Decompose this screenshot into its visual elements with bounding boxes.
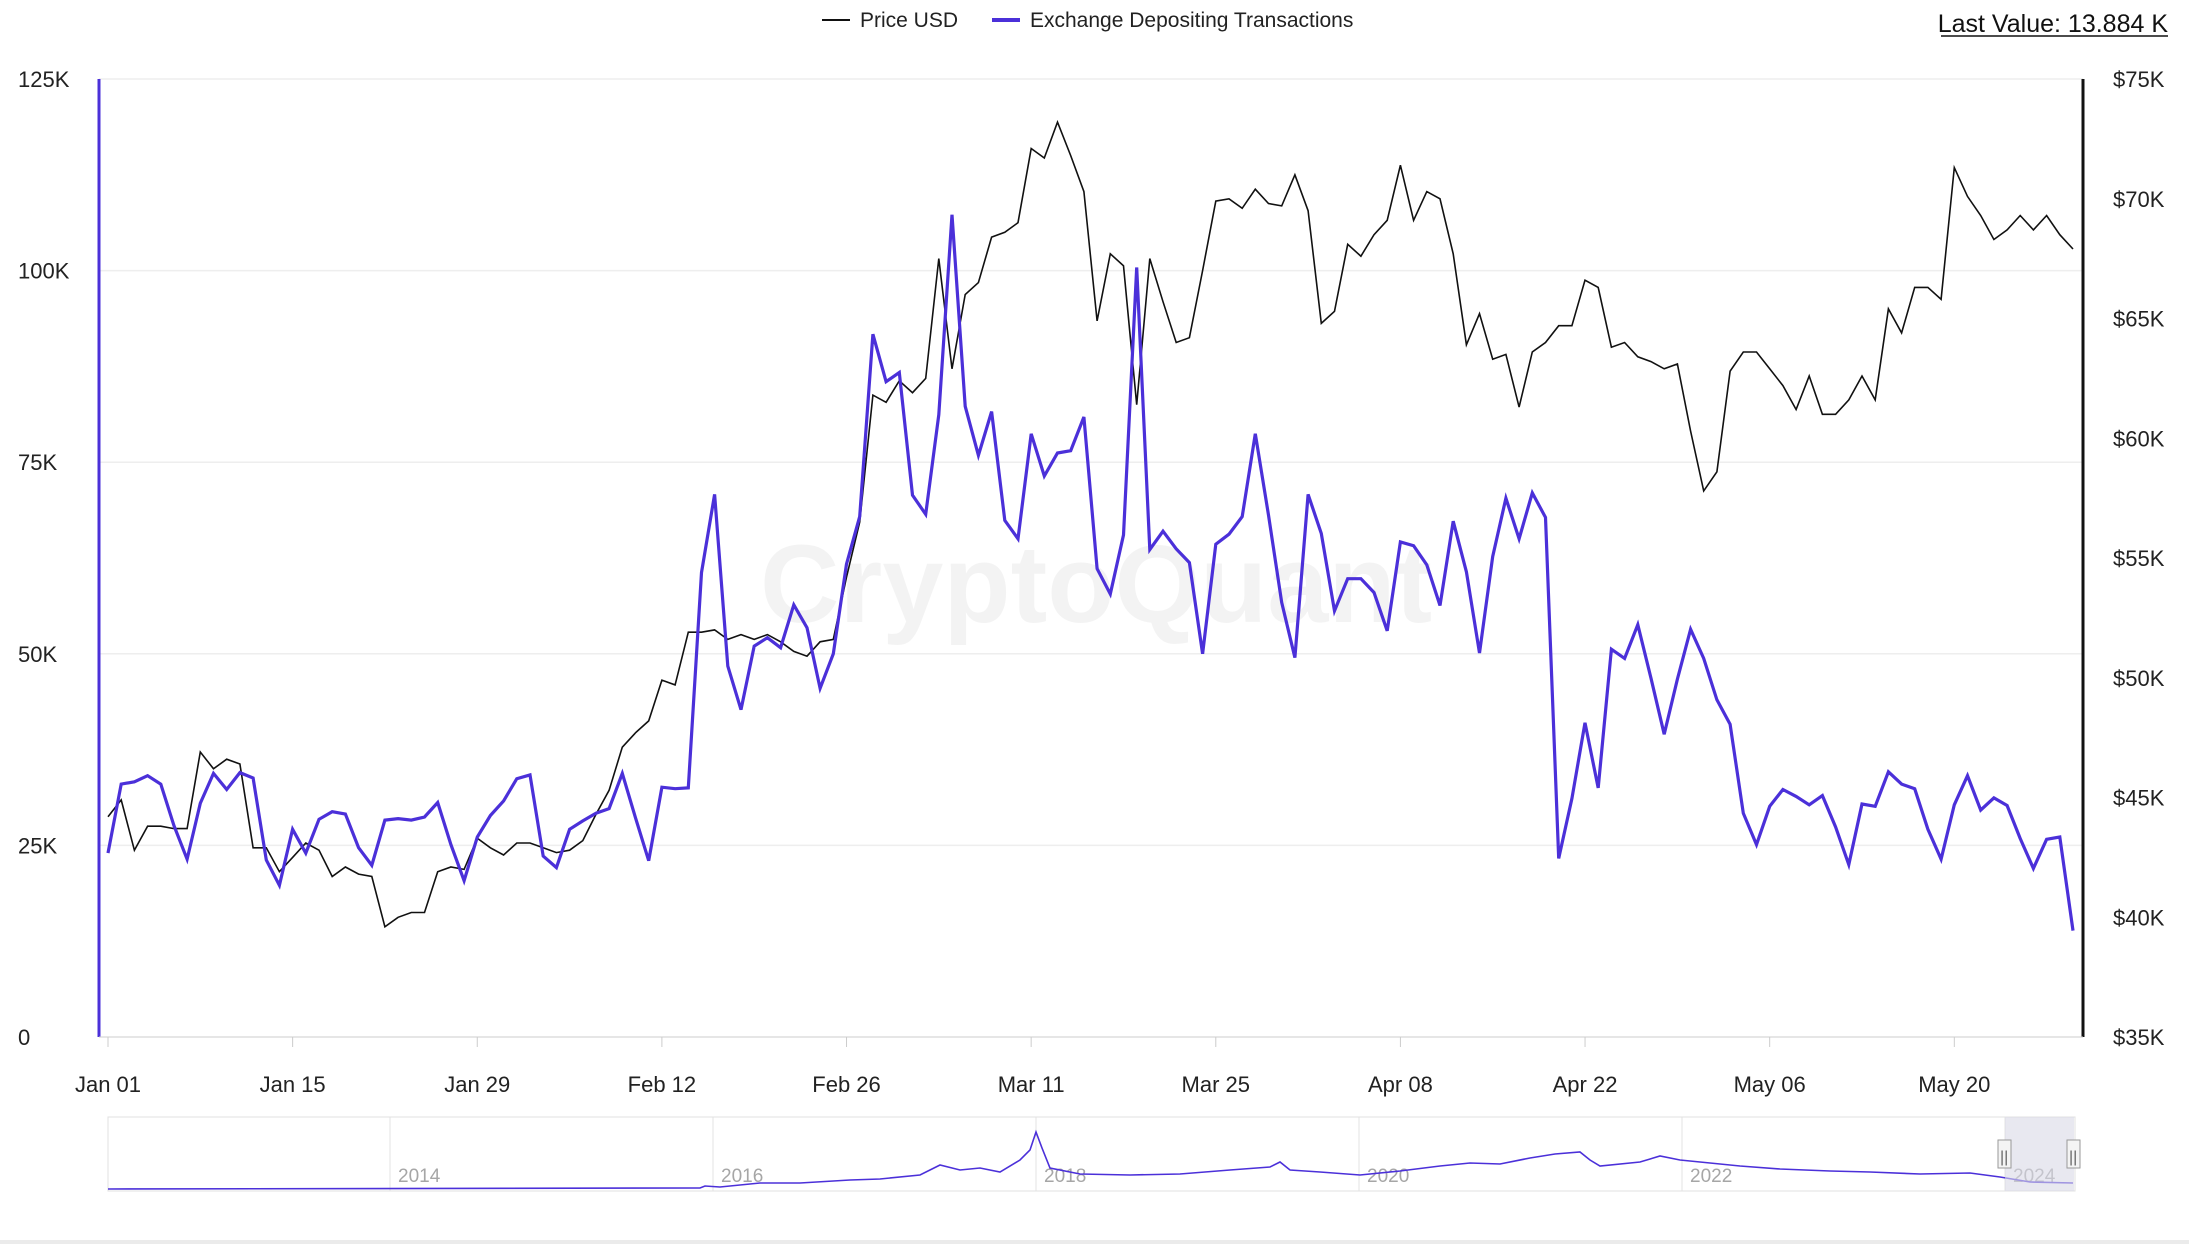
x-tick-label: Mar 25: [1182, 1072, 1250, 1097]
navigator-handle-right[interactable]: ||: [2066, 1139, 2081, 1169]
navigator-selection[interactable]: [2005, 1117, 2074, 1191]
legend-label-flow: Exchange Depositing Transactions: [1030, 9, 1353, 32]
y-left-tick-label: 125K: [18, 67, 70, 92]
y-right-tick-label: $35K: [2113, 1025, 2165, 1050]
x-tick-label: Apr 08: [1368, 1072, 1433, 1097]
x-tick-label: May 06: [1734, 1072, 1806, 1097]
x-tick-label: May 20: [1918, 1072, 1990, 1097]
x-tick-label: Feb 26: [812, 1072, 881, 1097]
navigator-year-label: 2022: [1690, 1166, 1732, 1187]
grid-lines: [99, 78, 2083, 847]
y-right-tick-label: $55K: [2113, 546, 2165, 571]
y-right-tick-label: $75K: [2113, 67, 2165, 92]
legend-item-price-usd[interactable]: Price USD: [822, 9, 958, 32]
navigator-year-label: 2014: [398, 1166, 441, 1187]
x-axis: Jan 01 Jan 15 Jan 29 Feb 12 Feb 26 Mar 11 Mar …: [75, 1037, 1990, 1097]
y-left-tick-label: 0: [18, 1025, 30, 1050]
last-value-label[interactable]: Last Value: 13.884 K: [1938, 10, 2169, 38]
x-tick-label: Feb 12: [628, 1072, 697, 1097]
navigator-handle-left[interactable]: ||: [1997, 1139, 2012, 1169]
y-right-tick-label: $65K: [2113, 307, 2165, 332]
y-left-tick-label: 50K: [18, 642, 57, 667]
y-left-tick-label: 25K: [18, 833, 57, 858]
x-tick-label: Jan 29: [444, 1072, 510, 1097]
x-tick-label: Jan 01: [75, 1072, 141, 1097]
y-right-tick-label: $40K: [2113, 905, 2165, 930]
x-tick-label: Jan 15: [260, 1072, 326, 1097]
navigator-year-label: 2018: [1044, 1166, 1086, 1187]
navigator-series-line: [107, 1129, 2074, 1190]
series-line-exchange-depositing-transactions: [106, 214, 2075, 931]
left-axis: 0 25K 50K 75K 100K 125K: [18, 67, 70, 1050]
legend-item-exchange-depositing-transactions[interactable]: Exchange Depositing Transactions: [992, 9, 1353, 32]
series-line-price-usd: [107, 119, 2074, 929]
legend: Price USD Exchange Depositing Transactio…: [822, 9, 1353, 32]
y-right-tick-label: $50K: [2113, 666, 2165, 691]
navigator-handle-right-glyph: ||: [2069, 1149, 2077, 1166]
x-tick-label: Mar 11: [998, 1072, 1065, 1097]
y-left-tick-label: 100K: [18, 259, 70, 284]
navigator[interactable]: 201420162018202020222024 || ||: [107, 1116, 2081, 1192]
y-right-tick-label: $70K: [2113, 187, 2165, 212]
y-right-tick-label: $60K: [2113, 426, 2165, 451]
navigator-year-label: 2016: [721, 1166, 763, 1187]
right-axis: $35K $40K $45K $50K $55K $60K $65K $70K $75K: [2113, 67, 2165, 1050]
x-tick-label: Apr 22: [1553, 1072, 1618, 1097]
y-left-tick-label: 75K: [18, 450, 57, 475]
legend-label-price: Price USD: [860, 9, 958, 32]
bottom-divider: [0, 1240, 2189, 1244]
navigator-year-label: 2020: [1367, 1166, 1409, 1187]
navigator-handle-left-glyph: ||: [2000, 1149, 2008, 1166]
y-right-tick-label: $45K: [2113, 786, 2165, 811]
series-group: [106, 119, 2075, 931]
